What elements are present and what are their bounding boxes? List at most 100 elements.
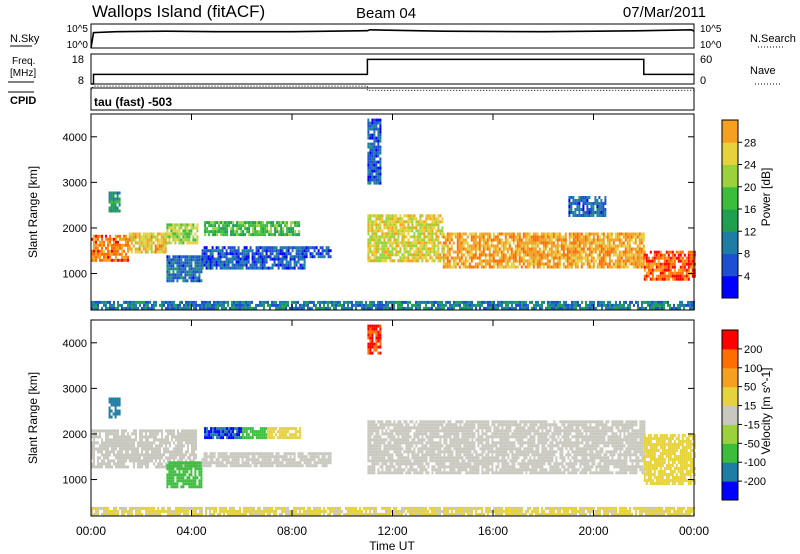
heatmap-cell: [190, 482, 193, 486]
heatmap-cell: [476, 235, 479, 239]
heatmap-cell: [208, 433, 211, 437]
heatmap-cell: [183, 453, 185, 457]
heatmap-cell: [185, 435, 187, 439]
heatmap-cell: [261, 260, 264, 264]
heatmap-cell: [221, 455, 224, 459]
heatmap-cell: [645, 306, 647, 310]
heatmap-cell: [253, 464, 256, 468]
heatmap-cell: [399, 259, 402, 263]
heatmap-cell: [226, 230, 229, 234]
heatmap-cell: [478, 253, 481, 257]
heatmap-cell: [375, 306, 377, 310]
heatmap-cell: [556, 250, 559, 254]
heatmap-cell: [460, 259, 463, 263]
heatmap-cell: [590, 241, 593, 245]
heatmap-cell: [493, 306, 495, 310]
heatmap-cell: [155, 432, 157, 436]
heatmap-cell: [214, 224, 217, 228]
heatmap-cell: [622, 262, 625, 266]
heatmap-cell: [393, 253, 396, 257]
heatmap-cell: [522, 232, 525, 236]
heatmap-cell: [133, 447, 135, 451]
heatmap-cell: [278, 233, 281, 237]
heatmap-cell: [584, 259, 587, 263]
heatmap-cell: [153, 306, 155, 310]
heatmap-cell: [279, 252, 282, 256]
heatmap-cell: [305, 458, 308, 462]
heatmap-cell: [578, 238, 581, 242]
heatmap-cell: [411, 220, 414, 224]
y-tick-label: 2000: [63, 223, 87, 235]
heatmap-cell: [303, 252, 306, 256]
heatmap-cell: [331, 303, 333, 307]
heatmap-cell: [439, 306, 441, 310]
heatmap-cell: [285, 257, 288, 261]
heatmap-cell: [574, 253, 577, 257]
heatmap-cell: [600, 244, 603, 248]
heatmap-cell: [377, 306, 379, 310]
heatmap-cell: [259, 303, 261, 307]
heatmap-cell: [191, 459, 193, 463]
heatmap-cell: [589, 303, 591, 307]
heatmap-cell: [275, 306, 277, 310]
heatmap-cell: [325, 452, 328, 456]
heatmap-cell: [357, 300, 359, 304]
heatmap-cell: [580, 208, 583, 211]
heatmap-cell: [162, 238, 165, 242]
heatmap-cell: [190, 229, 193, 233]
heatmap-cell: [435, 256, 438, 260]
heatmap-cell: [399, 300, 401, 304]
heatmap-cell: [677, 253, 680, 257]
heatmap-cell: [425, 217, 428, 221]
heatmap-cell: [549, 300, 551, 304]
heatmap-cell: [99, 450, 101, 454]
heatmap-cell: [359, 300, 361, 304]
heatmap-cell: [415, 220, 418, 224]
heatmap-cell: [261, 246, 264, 250]
heatmap-cell: [204, 433, 207, 437]
heatmap-cell: [151, 456, 153, 460]
heatmap-cell: [547, 303, 549, 307]
heatmap-cell: [313, 458, 316, 462]
heatmap-cell: [417, 235, 420, 239]
heatmap-cell: [182, 461, 185, 465]
heatmap-cell: [413, 244, 416, 248]
heatmap-cell: [226, 221, 229, 225]
heatmap-cell: [617, 306, 619, 310]
heatmap-cell: [622, 253, 625, 257]
heatmap-cell: [601, 300, 603, 304]
heatmap-cell: [373, 259, 376, 263]
heatmap-cell: [295, 255, 298, 259]
heatmap-cell: [178, 235, 181, 239]
heatmap-cell: [367, 247, 370, 251]
heatmap-cell: [516, 247, 519, 251]
heatmap-cell: [562, 253, 565, 257]
heatmap-cell: [184, 461, 187, 465]
heatmap-cell: [236, 230, 239, 234]
heatmap-cell: [271, 257, 274, 261]
heatmap-cell: [333, 300, 335, 304]
heatmap-cell: [502, 247, 505, 251]
heatmap-cell: [470, 256, 473, 260]
heatmap-cell: [175, 438, 177, 442]
heatmap-cell: [659, 256, 662, 260]
heatmap-cell: [303, 300, 305, 304]
heatmap-cell: [532, 250, 535, 254]
heatmap-cell: [105, 429, 107, 433]
heatmap-cell: [389, 238, 392, 242]
heatmap-cell: [286, 227, 289, 231]
heatmap-cell: [535, 306, 537, 310]
heatmap-cell: [189, 459, 191, 463]
heatmap-cell: [649, 262, 652, 266]
heatmap-cell: [540, 250, 543, 254]
heatmap-cell: [198, 470, 201, 474]
heatmap-cell: [444, 256, 447, 260]
heatmap-cell: [612, 241, 615, 245]
heatmap-cell: [409, 300, 411, 304]
heatmap-cell: [502, 259, 505, 263]
heatmap-cell: [401, 235, 404, 239]
heatmap-cell: [391, 235, 394, 239]
heatmap-cell: [136, 235, 139, 239]
heatmap-cell: [486, 259, 489, 263]
heatmap-cell: [195, 444, 197, 448]
